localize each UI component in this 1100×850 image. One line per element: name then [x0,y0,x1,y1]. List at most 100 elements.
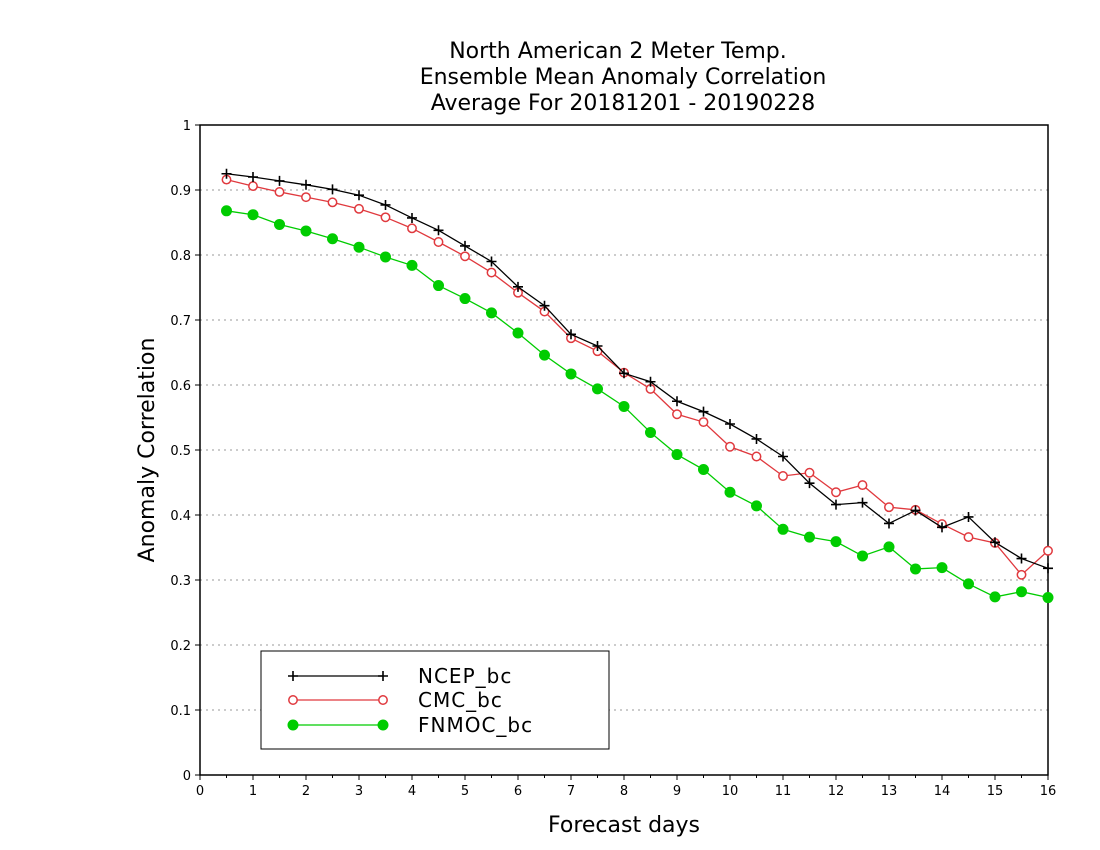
data-point-fnmoc-bc [353,241,365,253]
data-point-cmc-bc [327,197,338,208]
y-tick-label: 0.9 [170,184,191,199]
data-point-cmc-bc [301,192,311,203]
data-point-ncep-bc [698,406,709,417]
x-axis-label: Forecast days [548,813,700,838]
data-point-ncep-bc [1043,563,1053,574]
data-point-ncep-bc [248,172,258,182]
x-tick-label: 10 [722,784,739,799]
data-point-ncep-bc [831,499,841,510]
chart-title-line-2: Ensemble Mean Anomaly Correlation [420,65,827,90]
data-point-ncep-bc [327,184,338,195]
legend-marker [377,719,389,731]
x-tick-label: 15 [987,784,1004,799]
series-line-fnmoc-bc [226,210,1049,599]
data-point-fnmoc-bc [300,225,312,237]
legend-label-ncep-bc: NCEP_bc [418,664,512,688]
legend-label-fnmoc-bc: FNMOC_bc [418,713,533,737]
data-point-ncep-bc [407,212,417,223]
series-ncep-bc [221,168,1053,574]
x-tick-label: 12 [828,784,845,799]
y-tick-label: 0.8 [170,249,191,264]
legend-entry-cmc-bc: CMC_bc [288,688,502,712]
data-point-fnmoc-bc [1042,592,1054,604]
legend-marker [288,671,298,681]
data-point-ncep-bc [963,511,974,522]
data-point-fnmoc-bc [751,500,762,512]
data-point-fnmoc-bc [512,327,524,339]
data-point-fnmoc-bc [327,233,338,245]
data-point-fnmoc-bc [910,563,921,575]
data-point-fnmoc-bc [406,259,418,271]
data-point-cmc-bc [248,181,258,192]
data-point-ncep-bc [990,537,1000,548]
legend-marker [287,719,299,731]
data-point-cmc-bc [380,212,391,223]
chart-title-line-3: Average For 20181201 - 20190228 [431,91,816,116]
data-point-fnmoc-bc [671,449,683,461]
data-point-cmc-bc [486,267,497,278]
y-tick-label: 0.2 [170,639,191,654]
data-point-cmc-bc [778,471,788,481]
y-tick-label: 0 [183,769,191,784]
y-tick-label: 0.4 [170,509,191,524]
x-tick-label: 16 [1040,784,1057,799]
data-point-ncep-bc [354,190,364,201]
series-cmc-bc [221,174,1053,580]
data-point-cmc-bc [857,480,868,491]
x-tick-label: 9 [673,784,681,799]
y-tick-label: 1 [183,119,191,134]
data-point-ncep-bc [301,179,311,190]
data-point-ncep-bc [433,225,444,236]
data-point-ncep-bc [910,505,921,516]
series-layer [221,168,1054,604]
data-point-ncep-bc [619,368,629,379]
x-tick-label: 7 [567,784,575,799]
legend-entry-ncep-bc: NCEP_bc [288,664,512,688]
x-tick-label: 6 [514,784,522,799]
data-point-fnmoc-bc [565,368,577,380]
data-point-cmc-bc [831,487,841,498]
data-point-cmc-bc [460,251,470,262]
data-point-ncep-bc [751,433,762,444]
data-point-ncep-bc [645,376,656,387]
data-point-fnmoc-bc [274,218,285,230]
data-point-ncep-bc [1016,553,1027,564]
data-point-fnmoc-bc [698,464,709,475]
x-tick-label: 8 [620,784,628,799]
data-point-fnmoc-bc [247,209,259,221]
data-point-ncep-bc [857,497,868,508]
data-point-cmc-bc [274,187,285,197]
data-point-ncep-bc [486,256,497,267]
data-point-fnmoc-bc [459,293,471,305]
data-point-fnmoc-bc [221,205,232,217]
data-point-fnmoc-bc [989,591,1001,603]
series-line-ncep-bc [226,173,1049,569]
data-point-cmc-bc [963,532,974,543]
data-point-fnmoc-bc [936,562,948,574]
y-tick-label: 0.3 [170,574,191,589]
data-point-ncep-bc [778,451,788,462]
x-tick-label: 1 [249,784,257,799]
tick-layer: 00.10.20.30.40.50.60.70.80.910 1 2 3 4 5 6 7 8 9 1… [170,119,1056,799]
data-point-ncep-bc [672,396,682,407]
data-point-cmc-bc [354,203,364,214]
data-point-fnmoc-bc [486,307,497,319]
data-point-fnmoc-bc [883,541,895,553]
data-point-fnmoc-bc [433,280,444,292]
x-tick-label: 0 [196,784,204,799]
data-point-fnmoc-bc [539,349,550,361]
data-point-ncep-bc [221,168,232,179]
y-tick-label: 0.7 [170,314,191,329]
chart-title-line-1: North American 2 Meter Temp. [449,39,787,64]
x-tick-label: 4 [408,784,416,799]
data-point-cmc-bc [672,409,682,420]
data-point-fnmoc-bc [618,400,630,412]
data-point-fnmoc-bc [857,550,868,562]
data-point-fnmoc-bc [1016,586,1027,598]
data-point-cmc-bc [1016,569,1027,580]
data-point-fnmoc-bc [724,486,736,498]
data-point-cmc-bc [725,441,735,452]
y-tick-label: 0.5 [170,444,191,459]
